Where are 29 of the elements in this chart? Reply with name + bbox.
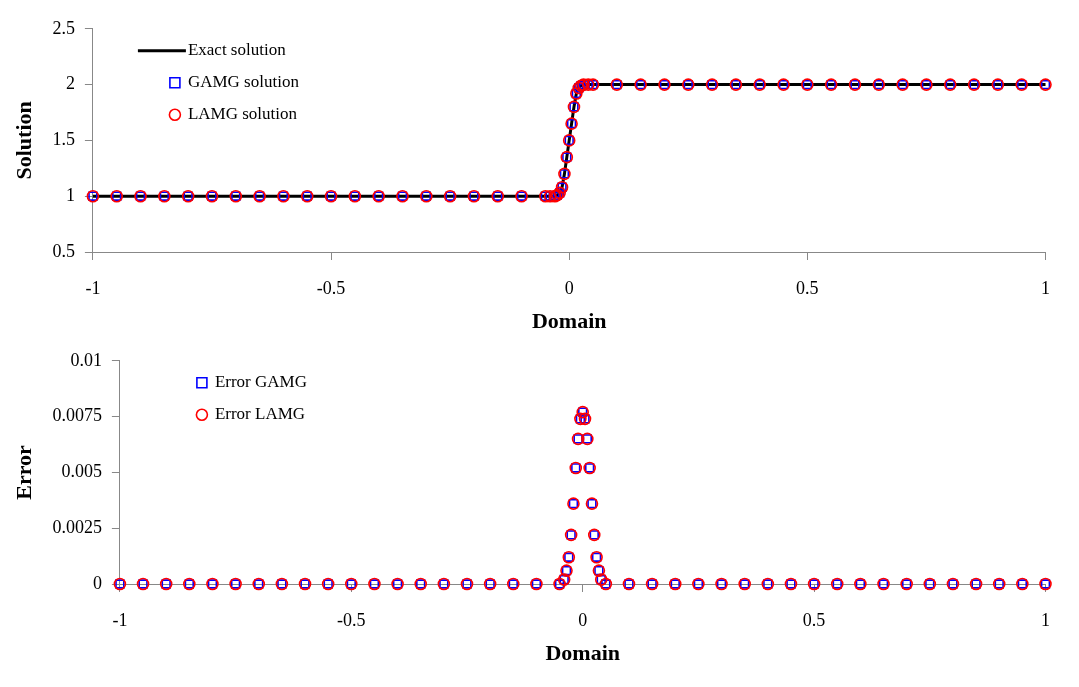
y-axis-title: Solution	[10, 101, 36, 180]
y-axis-title: Error	[10, 444, 36, 500]
y-tick-label: 1.5	[52, 129, 75, 150]
legend-label: LAMG solution	[187, 104, 298, 124]
y-tick-label: 2.5	[52, 17, 75, 38]
x-tick-label: 0	[578, 609, 588, 630]
x-axis-title: Domain	[531, 308, 607, 334]
y-tick-label: 0	[92, 572, 102, 593]
y-tick-label: 0.5	[52, 240, 75, 261]
y-tick-label: 2	[65, 73, 75, 94]
y-tick-label: 0.0075	[52, 405, 102, 426]
x-tick-label: -0.5	[316, 277, 346, 298]
x-axis-title: Domain	[545, 640, 620, 666]
x-tick-label: 0.5	[802, 609, 826, 630]
legend-label: Error LAMG	[214, 404, 306, 424]
x-tick-label: -1	[112, 609, 128, 630]
y-tick-label: 0.0025	[52, 516, 102, 537]
x-tick-label: -0.5	[337, 609, 366, 630]
legend-label: Error GAMG	[214, 372, 307, 392]
legend-label: Exact solution	[187, 40, 287, 60]
x-tick-label: 0	[564, 277, 574, 298]
x-tick-label: 1	[1041, 609, 1050, 630]
x-tick-label: -1	[85, 277, 101, 298]
y-tick-label: 0.01	[70, 349, 102, 370]
x-tick-label: 1	[1041, 277, 1050, 298]
y-tick-label: 0.005	[61, 461, 102, 482]
legend-label: GAMG solution	[187, 72, 300, 92]
x-tick-label: 0.5	[796, 277, 819, 298]
y-tick-label: 1	[65, 184, 75, 205]
